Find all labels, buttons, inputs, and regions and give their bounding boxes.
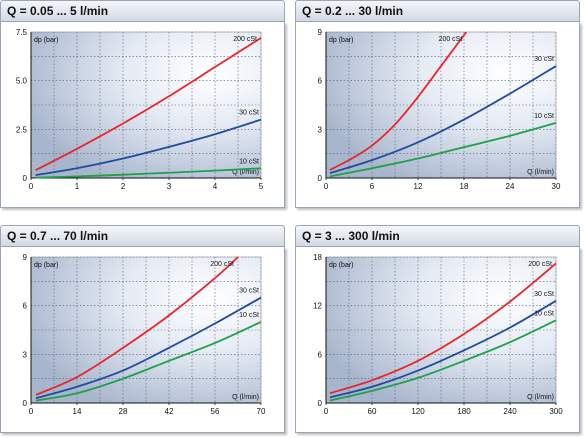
chart-title: Q = 0.05 ... 5 l/min: [7, 4, 109, 18]
x-tick-label: 0: [29, 182, 34, 191]
series-line-30-cst: [329, 65, 557, 174]
chart-title: Q = 0.2 ... 30 l/min: [302, 4, 404, 18]
x-tick-label: 1: [75, 182, 80, 191]
y-tick-label: 7.5: [16, 28, 28, 37]
y-axis-label: dp (bar): [34, 262, 59, 269]
x-axis-label: Q (l/min): [527, 394, 554, 401]
x-tick-label: 4: [213, 182, 218, 191]
x-tick-label: 3: [167, 182, 172, 191]
y-tick-label: 0: [23, 399, 28, 408]
x-tick-label: 0: [29, 407, 34, 416]
y-tick-label: 0: [318, 399, 323, 408]
x-axis-label: Q (l/min): [527, 169, 554, 176]
chart-plot: 0 60 120 180 240 300 0 6 12 18 dp (bar) Q (l/min) 20…: [313, 253, 563, 416]
chart-header: Q = 0.05 ... 5 l/min: [0, 0, 285, 22]
x-tick-label: 180: [457, 407, 471, 416]
chart-plot: 0 6 12 18 24 30 0 3 6 9 dp (bar) Q (l/min) 200 cSt 30…: [318, 28, 561, 191]
x-tick-label: 60: [368, 407, 377, 416]
x-tick-label: 5: [259, 182, 264, 191]
x-axis-label: Q (l/min): [232, 169, 259, 176]
chart-plot: 0 14 28 42 56 70 0 3 6 9 dp (bar) Q (l/min) 200 cSt 3…: [23, 253, 266, 416]
x-tick-label: 18: [460, 182, 469, 191]
series-label: 200 cSt: [439, 36, 463, 43]
x-tick-label: 6: [370, 182, 375, 191]
series-label: 200 cSt: [233, 36, 257, 43]
series-line-10-cst: [35, 321, 262, 402]
x-tick-label: 0: [324, 407, 329, 416]
x-tick-label: 42: [165, 407, 174, 416]
chart-body: 0 1 2 3 4 5 0 2.5 5.0 7.5 dp (bar) Q (l/min) 200 cSt…: [0, 22, 285, 208]
plot-area: [31, 257, 261, 403]
x-tick-label: 300: [549, 407, 563, 416]
chart-title: Q = 0.7 ... 70 l/min: [7, 229, 109, 243]
chart-panel-3: Q = 0.7 ... 70 l/min 0 14 28 42 56 70 0 3 6 9 dp (…: [0, 225, 290, 435]
x-tick-label: 56: [211, 407, 220, 416]
chart-panel-4: Q = 3 ... 300 l/min 0 60 120 180 240 300 0 6 12 1…: [295, 225, 585, 435]
y-tick-label: 18: [313, 253, 322, 262]
y-tick-label: 9: [23, 253, 28, 262]
x-tick-label: 120: [411, 407, 425, 416]
chart-panel-2: Q = 0.2 ... 30 l/min 0 6 12 18 24 30 0 3 6 9 dp (b…: [295, 0, 585, 210]
y-axis-label: dp (bar): [329, 37, 354, 44]
x-tick-label: 24: [506, 182, 515, 191]
chart-header: Q = 3 ... 300 l/min: [295, 225, 580, 247]
chart-header: Q = 0.7 ... 70 l/min: [0, 225, 285, 247]
y-tick-label: 0: [23, 174, 28, 183]
series-line-30-cst: [329, 300, 557, 399]
y-tick-label: 6: [23, 302, 28, 311]
series-line-200-cst: [35, 37, 262, 172]
series-label: 10 cSt: [239, 158, 259, 165]
x-tick-label: 14: [73, 407, 82, 416]
y-tick-label: 3: [23, 350, 28, 359]
series-line-10-cst: [35, 167, 262, 179]
plot-area: [326, 257, 556, 403]
y-tick-label: 3: [318, 125, 323, 134]
series-label: 30 cSt: [239, 288, 259, 295]
series-label: 10 cSt: [534, 113, 554, 120]
series-line-30-cst: [35, 118, 262, 176]
y-tick-label: 0: [318, 174, 323, 183]
x-tick-label: 28: [119, 407, 128, 416]
series-line-200-cst: [35, 256, 239, 396]
x-tick-label: 70: [257, 407, 266, 416]
x-tick-label: 30: [552, 182, 561, 191]
y-axis-label: dp (bar): [329, 262, 354, 269]
y-tick-label: 2.5: [16, 125, 28, 134]
chart-body: 0 60 120 180 240 300 0 6 12 18 dp (bar) Q (l/min) 20…: [295, 247, 580, 433]
x-tick-label: 240: [503, 407, 517, 416]
series-label: 200 cSt: [528, 261, 552, 268]
y-tick-label: 6: [318, 77, 323, 86]
series-line-30-cst: [35, 296, 262, 400]
y-tick-label: 9: [318, 28, 323, 37]
y-tick-label: 6: [318, 350, 323, 359]
y-axis-label: dp (bar): [34, 37, 59, 44]
series-label: 10 cSt: [239, 312, 259, 319]
x-tick-label: 0: [324, 182, 329, 191]
y-tick-label: 12: [313, 302, 322, 311]
series-label: 30 cSt: [534, 291, 554, 298]
chart-panel-1: Q = 0.05 ... 5 l/min 0 1 2 3 4 5 0 2.5 5.0 7.5 dp …: [0, 0, 290, 210]
series-line-10-cst: [329, 319, 557, 402]
chart-body: 0 14 28 42 56 70 0 3 6 9 dp (bar) Q (l/min) 200 cSt 3…: [0, 247, 285, 433]
series-line-10-cst: [329, 121, 557, 178]
x-axis-label: Q (l/min): [232, 394, 259, 401]
y-tick-label: 5.0: [16, 77, 28, 86]
series-label: 10 cSt: [534, 310, 554, 317]
chart-body: 0 6 12 18 24 30 0 3 6 9 dp (bar) Q (l/min) 200 cSt 30…: [295, 22, 580, 208]
x-tick-label: 12: [414, 182, 423, 191]
chart-header: Q = 0.2 ... 30 l/min: [295, 0, 580, 22]
chart-plot: 0 1 2 3 4 5 0 2.5 5.0 7.5 dp (bar) Q (l/min) 200 cSt…: [16, 28, 264, 191]
x-tick-label: 2: [121, 182, 126, 191]
series-label: 30 cSt: [534, 56, 554, 63]
chart-title: Q = 3 ... 300 l/min: [302, 229, 400, 243]
series-label: 30 cSt: [239, 110, 259, 117]
series-line-200-cst: [329, 262, 557, 395]
series-label: 200 cSt: [210, 261, 234, 268]
